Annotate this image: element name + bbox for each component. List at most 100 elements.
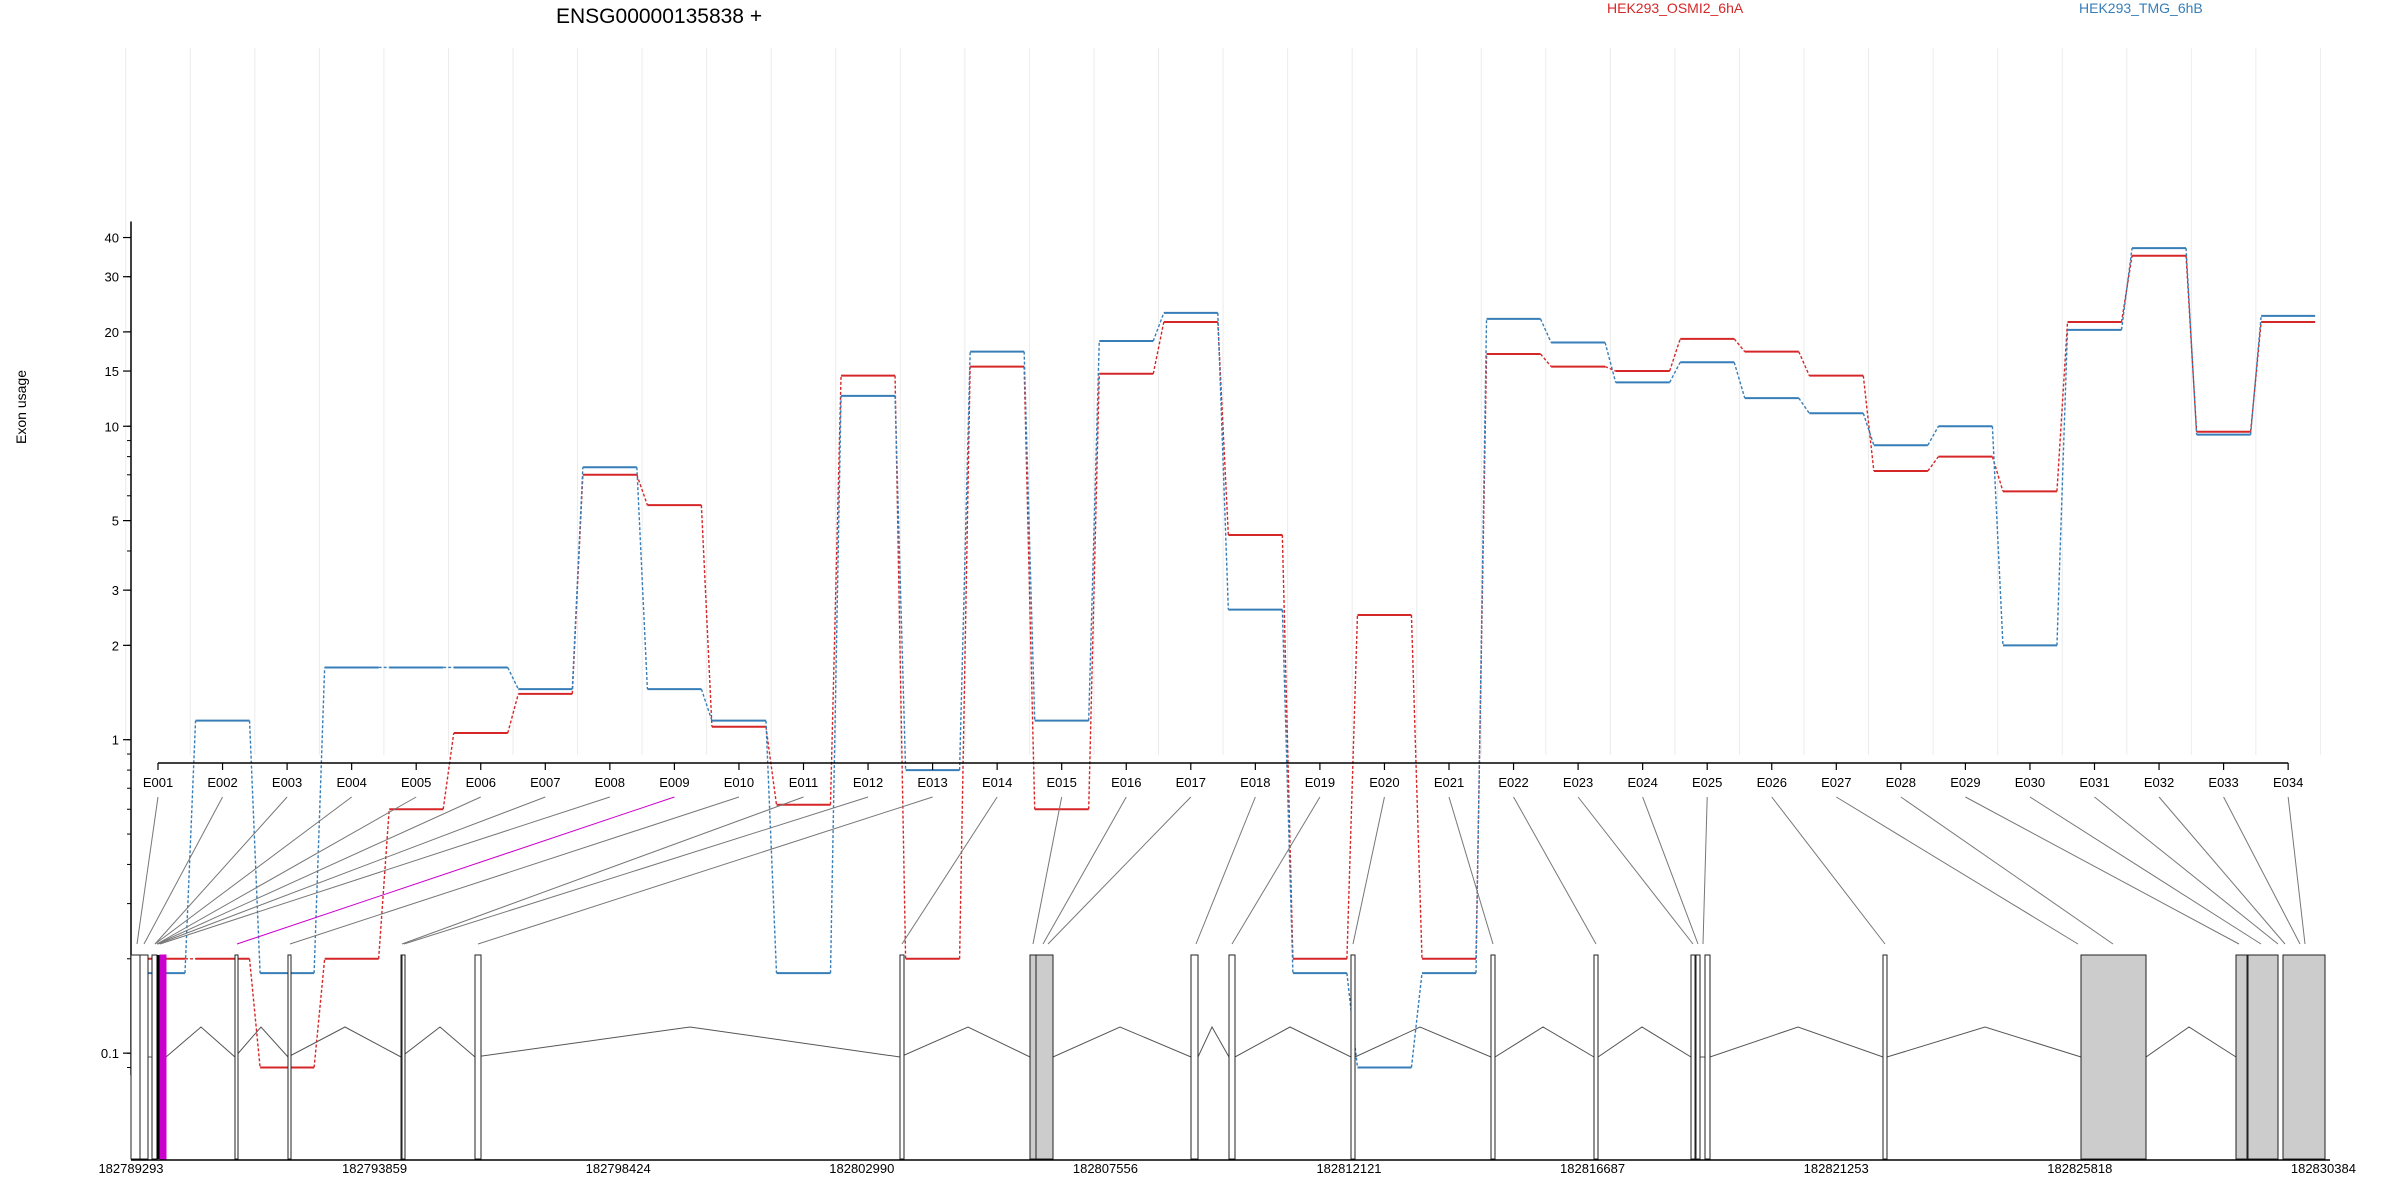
exon-box	[1593, 954, 1599, 1160]
vertical-gridlines	[125, 48, 2321, 755]
series-1-connector	[1217, 322, 1230, 535]
exon-box	[899, 954, 905, 1160]
exon-label-E004: E004	[336, 775, 366, 790]
exon-connector-E007	[157, 796, 546, 945]
genomic-position-label: 182816687	[1560, 1161, 1625, 1176]
exon-label-E029: E029	[1950, 775, 1980, 790]
exon-box	[2282, 954, 2326, 1160]
series-2-connector	[1088, 341, 1100, 721]
series-1-connector	[377, 809, 390, 959]
exon-connector-E011	[401, 796, 804, 945]
exon-label-E015: E015	[1047, 775, 1077, 790]
exon-label-E021: E021	[1434, 775, 1464, 790]
series-2-connector	[1604, 342, 1617, 383]
exon-box	[1490, 954, 1496, 1160]
series-1-connector	[1733, 338, 1746, 353]
exon-label-E005: E005	[401, 775, 431, 790]
series-1-connector	[1088, 373, 1100, 810]
series-2-connector	[1927, 425, 1940, 446]
exon-connector-E017	[1047, 796, 1192, 945]
series-1-connector	[765, 726, 778, 805]
exon-label-E027: E027	[1821, 775, 1851, 790]
series-2-connector	[571, 467, 584, 690]
exon-label-E031: E031	[2079, 775, 2109, 790]
exon-connector-E009	[236, 796, 675, 945]
series-1-connector	[248, 958, 261, 1068]
exon-connector-E032	[2158, 796, 2286, 945]
exon-box	[1190, 954, 1199, 1160]
series-1-connector	[829, 375, 842, 805]
exon-connector-E022	[1513, 796, 1597, 945]
exon-box	[130, 954, 141, 1160]
series-2-connector	[1281, 609, 1294, 974]
gene-model-track	[130, 954, 2326, 1160]
y-tick-label: 2	[112, 638, 119, 653]
series-1-connector	[1410, 614, 1423, 959]
series-2-connector	[894, 395, 907, 771]
series-2-connector	[765, 720, 778, 974]
exon-connector-E023	[1577, 796, 1694, 945]
exon-connector-E030	[2029, 796, 2262, 945]
exon-connector-E028	[1900, 796, 2114, 945]
series-1-connector	[2056, 322, 2069, 492]
exon-connector-E019	[1231, 796, 1321, 945]
exon-label-E006: E006	[466, 775, 496, 790]
exon-box	[1690, 954, 1696, 1160]
exon-connector-E014	[901, 796, 998, 945]
exon-connector-E029	[1965, 796, 2240, 945]
series-1-connector	[1927, 456, 1939, 472]
exon-label-E022: E022	[1498, 775, 1528, 790]
series-2-connector	[1539, 318, 1552, 343]
series-1-connector	[313, 958, 326, 1068]
exon-label-E014: E014	[982, 775, 1012, 790]
exon-label-E002: E002	[207, 775, 237, 790]
exon-label-E025: E025	[1692, 775, 1722, 790]
series-2-connector	[1475, 318, 1488, 974]
exon-label-E030: E030	[2015, 775, 2045, 790]
exon-box	[1704, 954, 1711, 1160]
series-2-connector	[248, 720, 261, 974]
exon-connector-E031	[2094, 796, 2279, 945]
exon-connector-E025	[1702, 796, 1708, 945]
exon-connector-E001	[136, 796, 159, 945]
genomic-position-label: 182825818	[2047, 1161, 2112, 1176]
series-1-connector	[1152, 321, 1165, 374]
series-2-connector	[507, 667, 519, 690]
exon-label-E018: E018	[1240, 775, 1270, 790]
exon-box	[2080, 954, 2147, 1160]
series-1-connector	[1023, 366, 1036, 810]
y-tick-label: 5	[112, 514, 119, 529]
genomic-position-label: 182807556	[1073, 1161, 1138, 1176]
series-1-connector	[2185, 255, 2198, 432]
genomic-position-label: 182821253	[1804, 1161, 1869, 1176]
genomic-position-label: 182812121	[1316, 1161, 1381, 1176]
exon-connector-E027	[1836, 796, 2079, 945]
exon-label-E017: E017	[1176, 775, 1206, 790]
genomic-position-label: 182789293	[98, 1161, 163, 1176]
series-1-connector	[1798, 351, 1810, 376]
series-2-connector	[1862, 413, 1875, 446]
exon-box	[151, 954, 158, 1160]
exon-box	[401, 954, 406, 1160]
exon-connector-E010	[289, 796, 740, 945]
exon-connector-E002	[143, 796, 223, 945]
series-2-connector	[1410, 973, 1423, 1068]
y-tick-label: 10	[105, 419, 119, 434]
y-tick-label: 30	[105, 270, 119, 285]
series-1-connector	[1281, 534, 1294, 959]
series-1-connector	[1346, 614, 1359, 959]
exon-box	[2247, 954, 2279, 1160]
series-1-connector	[700, 505, 713, 727]
exon-box	[1695, 954, 1701, 1160]
exon-label-E028: E028	[1886, 775, 1916, 790]
series-2-connector	[1991, 426, 2004, 646]
exon-box	[287, 954, 292, 1160]
chart-title: ENSG00000135838 +	[556, 5, 762, 28]
exon-connector-E003	[154, 796, 288, 945]
series-1-connector	[442, 732, 455, 810]
series-1-connector	[958, 366, 971, 959]
series-1-connector	[1540, 353, 1552, 368]
exon-connector-E004	[154, 796, 352, 945]
exon-label-E024: E024	[1627, 775, 1657, 790]
